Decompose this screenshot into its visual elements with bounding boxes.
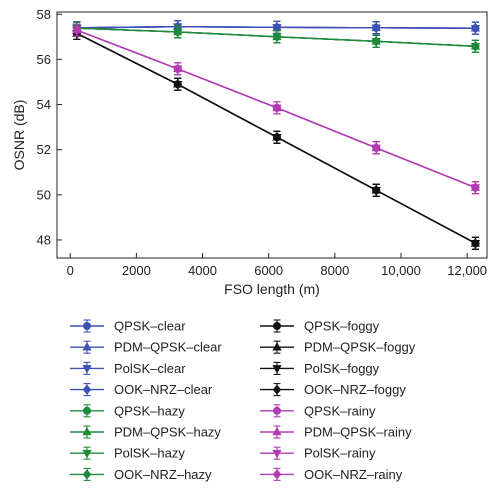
data-point bbox=[173, 79, 183, 90]
data-point bbox=[471, 238, 480, 249]
data-point bbox=[471, 182, 480, 193]
legend: QPSK–clear PDM–QPSK–clear PolSK–clear OOK–N… bbox=[70, 319, 416, 482]
legend-label: QPSK–foggy bbox=[304, 319, 380, 334]
data-point bbox=[371, 142, 381, 153]
x-tick-label: 4000 bbox=[188, 263, 217, 278]
legend-entry: PolSK–hazy bbox=[70, 446, 185, 461]
legend-marker bbox=[272, 426, 282, 436]
plot-area bbox=[72, 20, 481, 250]
legend-label: PDM–QPSK–hazy bbox=[114, 425, 221, 440]
legend-label: QPSK–hazy bbox=[114, 403, 185, 418]
legend-marker bbox=[272, 469, 282, 480]
data-point bbox=[272, 31, 282, 42]
series-3 bbox=[72, 20, 480, 35]
legend-entry: PolSK–foggy bbox=[260, 361, 380, 376]
axes: 0 2000 4000 6000 8000 10,000 12,000 48 50 52 54 56 5… bbox=[37, 7, 488, 278]
legend-entry: QPSK–rainy bbox=[260, 403, 376, 418]
legend-marker bbox=[272, 384, 282, 395]
y-tick-label: 52 bbox=[37, 142, 51, 157]
data-point bbox=[173, 26, 183, 37]
x-axis-title: FSO length (m) bbox=[224, 281, 320, 297]
legend-marker bbox=[272, 342, 282, 351]
legend-marker bbox=[82, 449, 92, 459]
legend-marker bbox=[82, 469, 92, 480]
legend-label: PDM–QPSK–rainy bbox=[304, 425, 412, 440]
legend-entry: QPSK–hazy bbox=[70, 403, 185, 418]
legend-label: OOK–NRZ–clear bbox=[114, 382, 213, 397]
legend-label: PDM–QPSK–foggy bbox=[304, 340, 416, 355]
legend-label: PDM–QPSK–clear bbox=[114, 340, 222, 355]
legend-label: PolSK–clear bbox=[114, 361, 186, 376]
legend-marker bbox=[272, 406, 281, 415]
data-point bbox=[272, 132, 282, 143]
data-point bbox=[272, 102, 282, 114]
x-tick-label: 6000 bbox=[254, 263, 283, 278]
x-tick-label: 10,000 bbox=[381, 263, 421, 278]
y-tick-label: 54 bbox=[37, 97, 51, 112]
data-point bbox=[371, 36, 381, 47]
legend-entry: OOK–NRZ–rainy bbox=[260, 467, 403, 482]
legend-marker bbox=[82, 365, 92, 374]
legend-entry: OOK–NRZ–clear bbox=[70, 382, 213, 397]
data-point bbox=[371, 185, 381, 196]
legend-entry: PDM–QPSK–rainy bbox=[260, 425, 412, 440]
x-tick-label: 0 bbox=[67, 263, 74, 278]
legend-entry: OOK–NRZ–foggy bbox=[260, 382, 406, 397]
y-tick-label: 48 bbox=[37, 232, 51, 247]
legend-label: OOK–NRZ–foggy bbox=[304, 382, 406, 397]
series-11 bbox=[72, 26, 480, 250]
legend-label: OOK–NRZ–rainy bbox=[304, 467, 403, 482]
x-tick-label: 2000 bbox=[122, 263, 151, 278]
y-tick-label: 56 bbox=[37, 52, 51, 67]
data-point bbox=[371, 22, 381, 33]
legend-entry: PDM–QPSK–clear bbox=[70, 340, 222, 355]
legend-marker bbox=[83, 406, 92, 415]
legend-marker bbox=[82, 384, 92, 395]
legend-entry: PolSK–rainy bbox=[260, 446, 376, 461]
series-15 bbox=[72, 23, 480, 195]
legend-label: PolSK–rainy bbox=[304, 446, 376, 461]
legend-marker bbox=[272, 365, 282, 374]
y-tick-label: 58 bbox=[37, 7, 51, 22]
legend-entry: PDM–QPSK–hazy bbox=[70, 425, 221, 440]
x-tick-label: 8000 bbox=[320, 263, 349, 278]
legend-marker bbox=[272, 321, 281, 330]
legend-marker bbox=[272, 449, 282, 459]
legend-marker bbox=[83, 321, 92, 330]
legend-marker bbox=[82, 426, 92, 436]
data-point bbox=[471, 41, 480, 52]
data-point bbox=[471, 23, 480, 34]
data-point bbox=[173, 63, 183, 74]
legend-entry: QPSK–foggy bbox=[260, 319, 380, 334]
legend-label: QPSK–clear bbox=[114, 319, 186, 334]
y-tick-label: 50 bbox=[37, 187, 51, 202]
legend-marker bbox=[82, 342, 92, 351]
data-point bbox=[72, 24, 82, 36]
plot-frame bbox=[56, 11, 488, 259]
legend-entry: QPSK–clear bbox=[70, 319, 186, 334]
legend-entry: PDM–QPSK–foggy bbox=[260, 340, 416, 355]
y-axis-title: OSNR (dB) bbox=[11, 100, 27, 171]
legend-label: QPSK–rainy bbox=[304, 403, 376, 418]
x-tick-label: 12,000 bbox=[447, 263, 487, 278]
legend-label: OOK–NRZ–hazy bbox=[114, 467, 212, 482]
legend-label: PolSK–hazy bbox=[114, 446, 185, 461]
legend-entry: PolSK–clear bbox=[70, 361, 186, 376]
legend-entry: OOK–NRZ–hazy bbox=[70, 467, 212, 482]
legend-label: PolSK–foggy bbox=[304, 361, 380, 376]
